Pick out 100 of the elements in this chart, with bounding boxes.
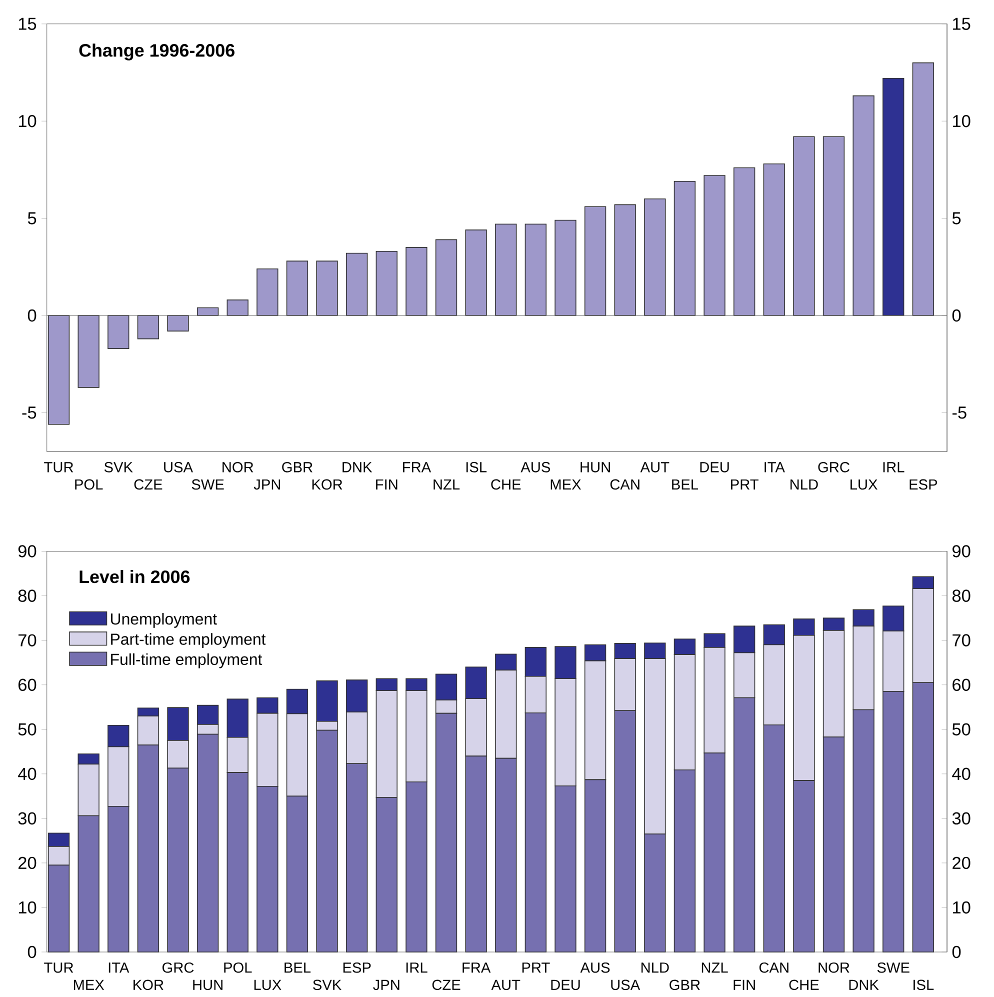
x-tick-label: ITA: [764, 462, 785, 472]
x-tick-label: LUX: [254, 980, 282, 990]
x-tick-label: LUX: [850, 479, 878, 490]
y-tick-label: 10: [953, 901, 970, 914]
x-tick-label: BEL: [284, 962, 311, 973]
y-tick-label: 60: [952, 678, 970, 691]
x-tick-label: ESP: [910, 479, 938, 490]
x-tick-label: HUN: [193, 980, 223, 990]
x-tick-label: IRL: [406, 962, 428, 973]
y-tick-label: 20: [952, 856, 970, 870]
bar: [704, 175, 726, 316]
x-tick-label: DNK: [342, 462, 372, 472]
x-tick-label: ISL: [466, 462, 487, 472]
legend-label: Full-time employment: [111, 653, 262, 668]
x-tick-label: GRC: [818, 462, 850, 472]
x-tick-label: ITA: [108, 962, 130, 973]
x-tick-label: GBR: [670, 980, 700, 990]
x-tick-label: CAN: [610, 479, 640, 490]
bar: [108, 315, 130, 349]
x-tick-label: IRL: [883, 462, 904, 472]
x-tick-label: NOR: [222, 462, 254, 472]
x-tick-label: TUR: [44, 462, 74, 472]
x-tick-label: KOR: [134, 980, 164, 990]
bar: [465, 230, 487, 316]
x-tick-label: KOR: [312, 479, 342, 490]
x-tick-label: USA: [164, 462, 194, 472]
x-tick-label: TUR: [44, 962, 74, 973]
x-tick-label: AUS: [580, 962, 610, 973]
x-tick-label: CZE: [134, 479, 162, 490]
y-tick-label: 15: [18, 18, 36, 30]
bar: [852, 95, 874, 316]
x-tick-label: NLD: [642, 962, 669, 973]
y-tick-label: 40: [952, 768, 970, 780]
bar: [346, 252, 368, 316]
y-tick-label: 0: [952, 946, 961, 958]
bar: [644, 198, 666, 316]
x-tick-label: BEL: [672, 479, 698, 490]
x-tick-label: ISL: [914, 980, 934, 990]
bar: [822, 136, 845, 316]
bar: [554, 220, 576, 316]
x-tick-label: AUS: [520, 462, 550, 472]
x-tick-label: FRA: [462, 962, 491, 973]
x-tick-label: SVK: [313, 980, 342, 990]
bar: [137, 315, 160, 340]
x-tick-label: SWE: [192, 479, 224, 490]
bar: [78, 315, 100, 388]
bar: [256, 268, 278, 316]
x-tick-label: JPN: [373, 980, 400, 990]
x-tick-label: MEX: [550, 479, 582, 490]
x-tick-label: USA: [611, 980, 640, 990]
x-tick-label: FRA: [403, 462, 432, 472]
bar: [734, 167, 756, 316]
y-tick-label: -5: [22, 406, 36, 419]
x-tick-label: NZL: [702, 962, 728, 973]
y-tick-label: 5: [28, 212, 36, 224]
y-tick-label: 0: [28, 309, 36, 322]
bar: [495, 224, 517, 316]
x-tick-label: CHE: [491, 479, 521, 490]
x-tick-label: POL: [224, 962, 252, 973]
text: Level in 2006: [80, 570, 190, 584]
x-tick-label: FIN: [734, 980, 755, 990]
bar: [763, 163, 786, 316]
x-tick-label: PRT: [522, 962, 550, 973]
bar: [912, 62, 934, 316]
bar: [406, 247, 428, 316]
y-tick-label: 80: [952, 590, 970, 602]
x-tick-label: CZE: [432, 980, 460, 990]
x-tick-label: FIN: [376, 479, 398, 490]
x-tick-label: AUT: [640, 462, 670, 472]
bar: [226, 300, 249, 316]
x-tick-label: DEU: [700, 462, 729, 472]
x-tick-label: MEX: [74, 980, 104, 990]
y-tick-label: 90: [952, 545, 970, 558]
bar: [882, 78, 904, 316]
x-tick-label: SWE: [877, 962, 910, 973]
y-tick-label: 10: [18, 114, 36, 128]
x-tick-label: SVK: [104, 462, 133, 472]
bar: [316, 260, 338, 316]
x-tick-label: AUT: [491, 980, 520, 990]
y-tick-label: 30: [952, 812, 970, 825]
x-tick-label: HUN: [580, 462, 610, 472]
y-tick-label: 70: [952, 634, 970, 646]
x-tick-label: DEU: [551, 980, 580, 990]
bar: [48, 315, 70, 425]
x-tick-label: CHE: [789, 980, 819, 990]
bar: [614, 204, 636, 316]
text: Change 1996-2006: [79, 44, 235, 60]
legend-label: Part-time employment: [111, 633, 266, 648]
x-tick-label: ESP: [343, 962, 371, 973]
bar: [376, 250, 398, 316]
bar: [793, 136, 815, 316]
legend-label: Unemployment: [111, 612, 217, 628]
x-tick-label: POL: [75, 479, 103, 490]
bar: [435, 239, 458, 316]
x-tick-label: GRC: [162, 962, 194, 973]
bar: [674, 180, 696, 316]
x-tick-label: NZL: [434, 479, 460, 490]
y-tick-label: 50: [952, 723, 970, 736]
x-tick-label: GBR: [282, 462, 312, 472]
x-tick-label: DNK: [849, 980, 879, 990]
